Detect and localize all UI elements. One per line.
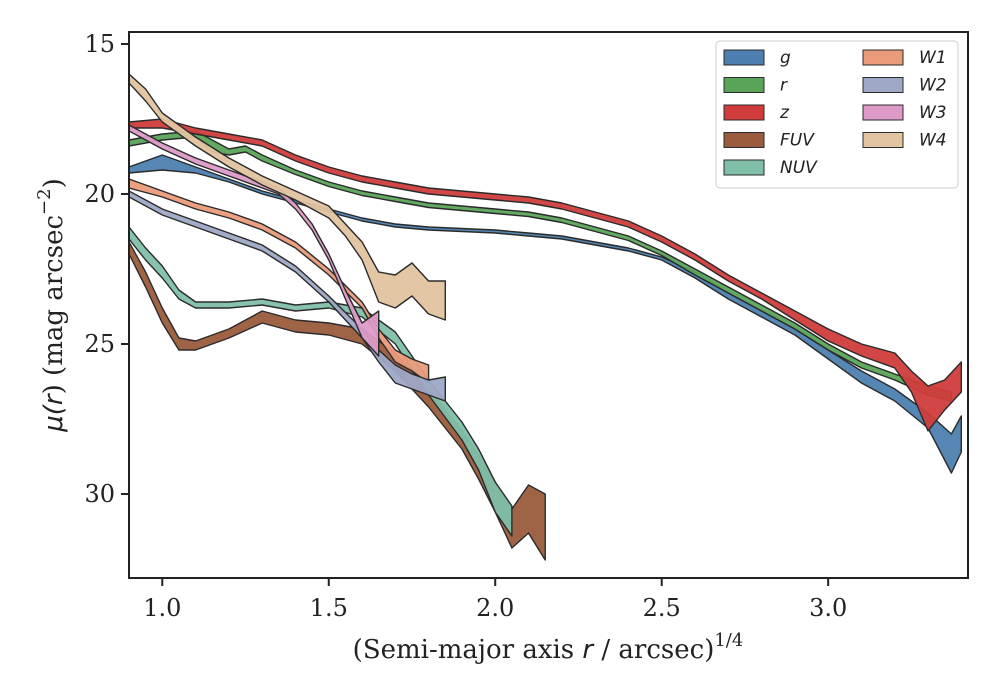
y-tick-label: 25 — [84, 330, 115, 358]
x-tick-label: 1.0 — [143, 594, 181, 622]
y-axis: 15 20 25 30 — [84, 30, 129, 508]
legend-swatch-FUV — [723, 132, 765, 148]
legend-swatch-W3 — [862, 104, 904, 121]
legend-label-g: g — [780, 48, 791, 68]
legend-label-W1: W1 — [919, 48, 947, 68]
legend-swatch-z — [723, 104, 765, 121]
y-tick-label: 20 — [84, 180, 115, 208]
profile-bands — [129, 73, 962, 561]
legend-label-W3: W3 — [919, 103, 947, 123]
band-FUV — [129, 241, 546, 561]
legend-swatch-W2 — [862, 77, 904, 93]
band-z — [129, 118, 962, 432]
legend-label-W4: W4 — [919, 131, 947, 151]
y-axis-label: μ(r) (mag arcsec−2) — [34, 178, 69, 433]
legend-swatch-r — [723, 77, 765, 93]
legend-swatch-W1 — [862, 49, 904, 66]
legend-label-r: r — [780, 76, 788, 96]
band-NUV — [129, 226, 513, 537]
legend-label-z: z — [779, 103, 790, 123]
legend-swatch-W4 — [862, 132, 904, 148]
x-tick-label: 3.0 — [809, 594, 847, 622]
band-W4 — [129, 73, 446, 321]
band-W2 — [129, 190, 446, 402]
legend: grz FUV NUV W1 W2 W3 W4 — [715, 40, 959, 189]
legend-label-FUV: FUV — [780, 131, 815, 151]
legend-label-NUV: NUV — [780, 158, 818, 178]
y-tick-label: 15 — [84, 30, 115, 58]
x-tick-label: 1.5 — [310, 594, 348, 622]
x-axis: 1.0 1.5 2.0 2.5 3.0 — [143, 578, 847, 622]
x-axis-label: (Semi-major axis r / arcsec)1/4 — [353, 630, 744, 665]
y-tick-label: 30 — [84, 480, 115, 508]
x-tick-label: 2.0 — [476, 594, 514, 622]
legend-label-W2: W2 — [919, 76, 947, 96]
x-tick-label: 2.5 — [643, 594, 681, 622]
band-g — [129, 154, 962, 474]
legend-swatch-NUV — [723, 159, 765, 176]
legend-swatch-g — [723, 49, 765, 66]
plot-frame — [128, 31, 969, 579]
